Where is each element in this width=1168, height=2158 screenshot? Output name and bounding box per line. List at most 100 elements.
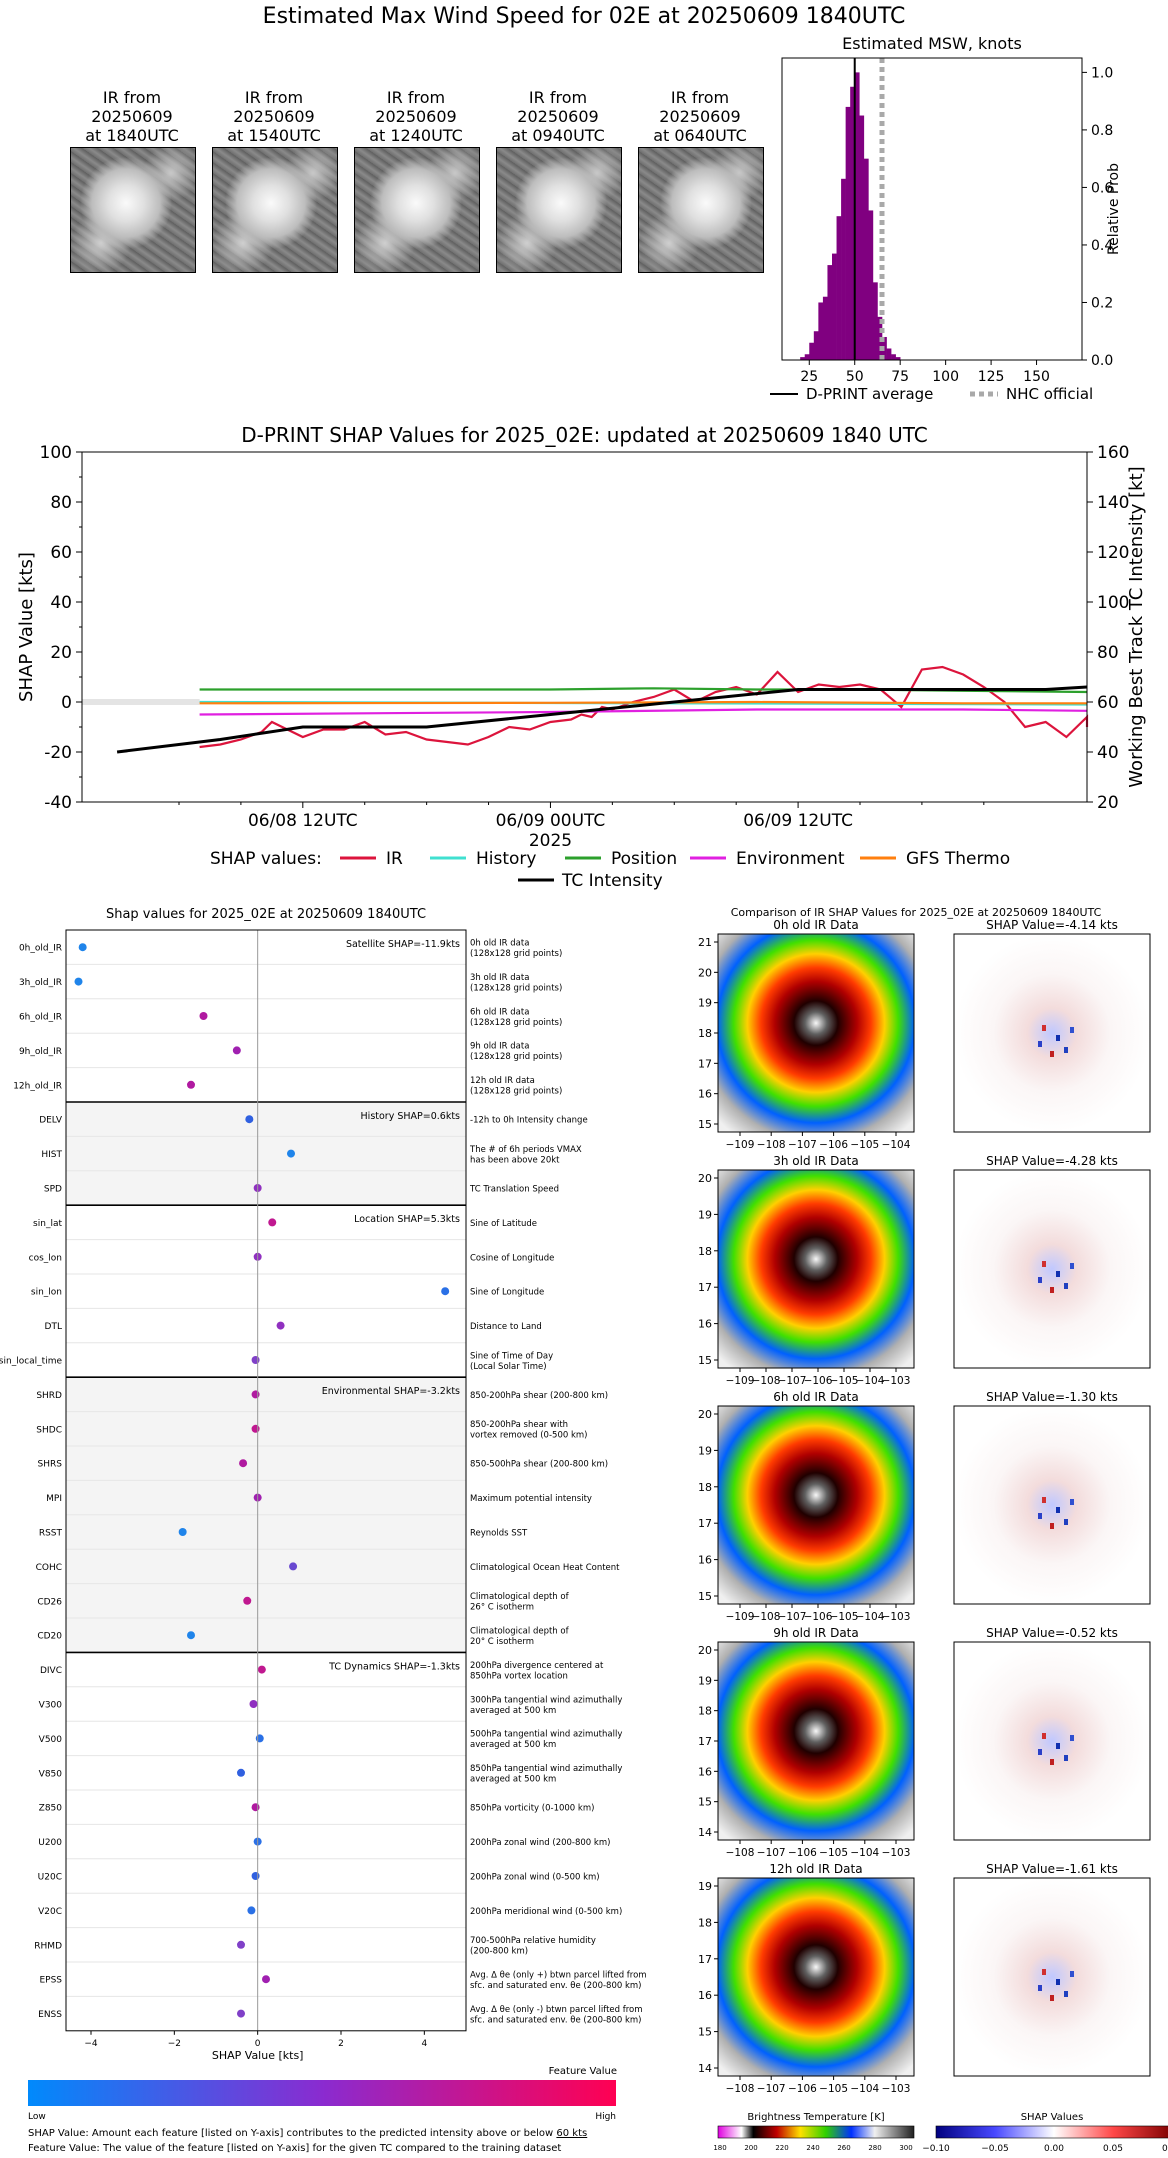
feature-shap-dot — [247, 1906, 256, 1915]
ir-x-tick-label: −105 — [830, 1375, 859, 1387]
shap-image-panel — [953, 1641, 1151, 1841]
ir-x-tick-label: −105 — [850, 1139, 879, 1151]
shap-panel-title: SHAP Value=-4.14 kts — [986, 918, 1118, 932]
feature-description: 200hPa zonal wind (0-500 km) — [470, 1873, 600, 1883]
colorbar-low: Low — [28, 2112, 46, 2122]
feature-description: 300hPa tangential wind azimuthally — [470, 1695, 622, 1705]
y-tick-label: -20 — [44, 743, 72, 763]
y2-tick-label: 20 — [1097, 793, 1119, 813]
series-gfs-thermo — [199, 700, 1087, 705]
feature-shap-dot — [289, 1562, 298, 1571]
ir-y-tick-label: 17 — [698, 1953, 712, 1966]
shap-speck — [1070, 1735, 1074, 1741]
y-tick-label: 0.6 — [1091, 180, 1113, 196]
ir-thumbnail-image — [496, 147, 622, 273]
ir-panel-title: 12h old IR Data — [769, 1862, 862, 1876]
histogram-bar — [827, 265, 833, 360]
ir-panel-title: 0h old IR Data — [773, 918, 859, 932]
shap-speck — [1042, 1969, 1046, 1975]
feature-description: 850-500hPa shear (200-800 km) — [470, 1460, 608, 1470]
feature-description: Maximum potential intensity — [470, 1494, 592, 1504]
histogram-bar — [872, 282, 878, 360]
feature-name: DTL — [45, 1322, 62, 1332]
thumbnail-label-line: at 1540UTC — [227, 126, 321, 145]
thumbnail-label-line: 20250609 — [91, 107, 173, 126]
histogram-bar — [800, 357, 806, 360]
feature-description: averaged at 500 km — [470, 1706, 556, 1716]
shap-speck — [1042, 1733, 1046, 1739]
ir-x-tick-label: −109 — [726, 1611, 755, 1623]
feature-name: SPD — [44, 1185, 62, 1195]
y-tick-label: 20 — [50, 643, 72, 663]
histogram-bar — [863, 158, 869, 360]
y-tick-label: 80 — [50, 493, 72, 513]
feature-shap-dot — [199, 1012, 208, 1020]
shap-speck — [1038, 1513, 1042, 1519]
feature-description: 3h old IR data — [470, 973, 529, 983]
feature-name: DELV — [39, 1116, 63, 1126]
shap-speck — [1038, 1749, 1042, 1755]
thumbnail-label: IR from 20250609 at 0640UTC — [630, 88, 770, 145]
x-axis-label: SHAP Value [kts] — [212, 2049, 304, 2062]
feature-name: V300 — [39, 1701, 63, 1711]
ir-y-tick-label: 17 — [698, 1735, 712, 1748]
thumbnail-label: IR from 20250609 at 1540UTC — [204, 88, 344, 145]
ir-image-panel — [717, 933, 915, 1133]
group-label: Location SHAP=5.3kts — [354, 1214, 460, 1225]
ir-y-tick-label: 14 — [698, 1826, 712, 1839]
feature-name: CD26 — [37, 1597, 62, 1607]
ir-x-tick-label: −107 — [788, 1139, 817, 1151]
thumbnail-label-line: IR from — [386, 88, 446, 107]
feature-shap-dot — [187, 1080, 195, 1089]
feature-name: COHC — [36, 1563, 62, 1573]
histogram-bar — [868, 210, 874, 360]
x-tick-label: 25 — [800, 369, 818, 385]
feature-description: (Local Solar Time) — [470, 1362, 547, 1372]
shap-speck — [1064, 1991, 1068, 1997]
histogram-bar — [886, 348, 892, 360]
shap-speck — [1070, 1499, 1074, 1505]
shap-speck — [1050, 1051, 1054, 1057]
shap-panel-title: SHAP Value=-1.61 kts — [986, 1862, 1118, 1876]
ir-y-tick-label: 20 — [698, 1408, 712, 1421]
feature-description: 850hPa tangential wind azimuthally — [470, 1764, 622, 1774]
ir-x-tick-label: −108 — [726, 2083, 755, 2095]
feature-shap-dot — [74, 977, 83, 986]
shap-speck — [1042, 1497, 1046, 1503]
y-tick-label: 1.0 — [1091, 65, 1113, 81]
shap-speck — [1056, 1035, 1060, 1041]
legend-label-hist: History — [476, 849, 536, 869]
ir-panel-title: 9h old IR Data — [773, 1626, 859, 1640]
x-tick-label: 2 — [338, 2039, 344, 2049]
y-axis-label: SHAP Value [kts] — [16, 552, 37, 702]
shap-timeseries-chart: D-PRINT SHAP Values for 2025_02E: update… — [16, 423, 1147, 890]
ir-thumbnail-image — [70, 147, 196, 273]
ir-x-tick-label: −106 — [788, 2083, 817, 2095]
feature-shap-dot — [268, 1218, 277, 1227]
feature-description: (128x128 grid points) — [470, 949, 562, 959]
shap-panel-title: SHAP Value=-1.30 kts — [986, 1390, 1118, 1404]
feature-description: 200hPa zonal wind (200-800 km) — [470, 1838, 610, 1848]
feature-shap-dot — [251, 1803, 260, 1812]
shap-colorbar-tick: 0.10 — [1162, 2144, 1168, 2154]
group-label: Satellite SHAP=-11.9kts — [346, 939, 460, 950]
ir-x-tick-label: −108 — [726, 1847, 755, 1859]
ir-colorbar-tick: 300 — [899, 2144, 912, 2152]
feature-description: Climatological depth of — [470, 1626, 570, 1636]
histogram-bar — [841, 178, 846, 360]
y-tick-label: 100 — [40, 443, 72, 463]
ir-thumbnail-image — [212, 147, 338, 273]
histogram-bar — [850, 86, 856, 360]
feature-description: TC Translation Speed — [469, 1185, 559, 1195]
feature-shap-dot — [257, 1665, 266, 1674]
ir-y-tick-label: 16 — [698, 1554, 712, 1567]
ir-thumbnail-image — [354, 147, 480, 273]
feature-name: EPSS — [39, 1976, 62, 1986]
thumbnail-label-line: at 0940UTC — [511, 126, 605, 145]
feature-shap-dot — [251, 1390, 260, 1399]
ir-y-tick-label: 18 — [698, 1027, 712, 1040]
group-label: Environmental SHAP=-3.2kts — [322, 1386, 460, 1397]
ir-y-tick-label: 20 — [698, 1172, 712, 1185]
ir-colorbar-tick: 240 — [806, 2144, 819, 2152]
group-band — [66, 1102, 466, 1206]
